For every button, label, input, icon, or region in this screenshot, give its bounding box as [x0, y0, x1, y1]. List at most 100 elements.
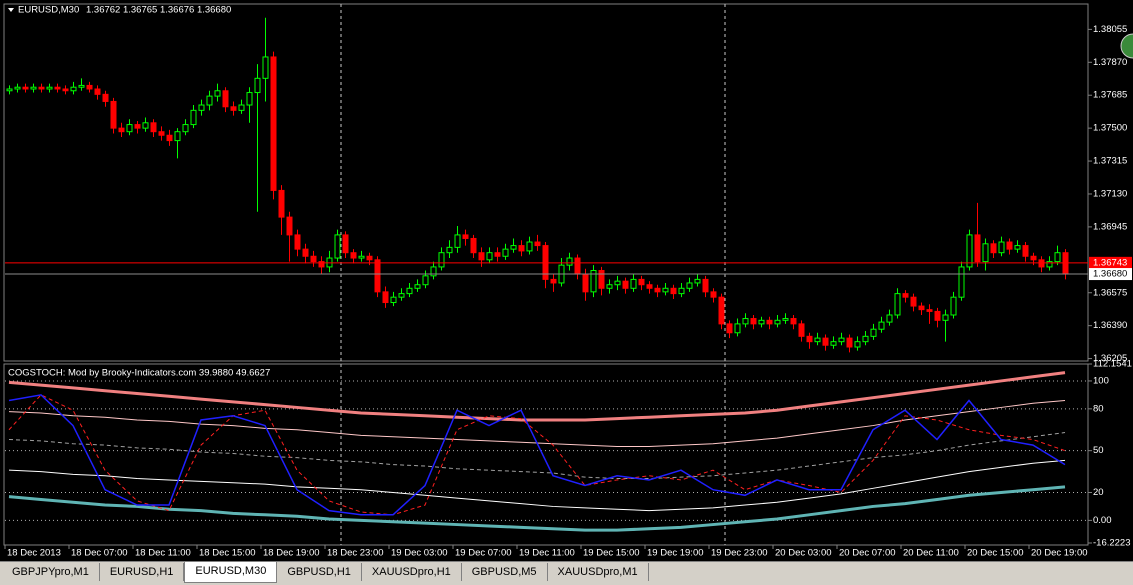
- y-tick-label: 1.37130: [1093, 188, 1127, 199]
- candle-body: [614, 280, 621, 286]
- x-tick-label: 18 Dec 2013: [7, 548, 61, 559]
- candle-body: [414, 284, 421, 289]
- candle-body: [846, 337, 853, 348]
- candle-body: [942, 314, 949, 321]
- candle-body: [390, 296, 397, 304]
- candle-body: [310, 255, 317, 263]
- indicator-line: [8, 394, 1066, 516]
- x-tick-label: 19 Dec 15:00: [583, 548, 640, 559]
- candle-body: [726, 323, 733, 334]
- x-tick-label: 18 Dec 15:00: [199, 548, 256, 559]
- chart-tab[interactable]: XAUUSDpro,M1: [548, 563, 649, 581]
- candle-body: [798, 323, 805, 337]
- menu-arrow[interactable]: [8, 8, 14, 12]
- candle-body: [254, 77, 261, 94]
- candle-body: [630, 278, 637, 289]
- candle-body: [110, 100, 117, 129]
- chart-tab[interactable]: GBPUSD,H1: [277, 563, 362, 581]
- candle-body: [1030, 255, 1037, 261]
- y-tick-label: 1.38055: [1093, 24, 1127, 35]
- candle-body: [438, 252, 445, 268]
- candle-body: [582, 273, 589, 293]
- candle-body: [654, 287, 661, 293]
- candle-body: [142, 122, 149, 129]
- candle-body: [198, 104, 205, 111]
- candle-body: [622, 280, 629, 289]
- candle-body: [806, 335, 813, 343]
- candle-body: [246, 92, 253, 106]
- candle-body: [926, 309, 933, 312]
- candle-body: [710, 291, 717, 298]
- candle-body: [374, 259, 381, 293]
- x-tick-label: 20 Dec 11:00: [903, 548, 959, 559]
- y-tick-label: 0.00: [1093, 515, 1112, 526]
- candle-body: [478, 252, 485, 261]
- candle-body: [550, 278, 557, 284]
- y-tick-label: 1.37685: [1093, 90, 1127, 101]
- x-tick-label: 20 Dec 19:00: [1031, 548, 1088, 559]
- candle-body: [902, 293, 909, 298]
- chart-tab[interactable]: GBPUSD,M5: [462, 563, 548, 581]
- candle-body: [182, 124, 189, 133]
- candle-body: [102, 93, 109, 102]
- candle-body: [430, 266, 437, 277]
- candle-body: [94, 88, 101, 95]
- y-tick-label: 1.37500: [1093, 123, 1127, 134]
- candle-body: [910, 296, 917, 307]
- candle-body: [294, 234, 301, 250]
- candle-body: [598, 269, 605, 289]
- candle-body: [990, 243, 997, 254]
- candle-body: [54, 86, 61, 90]
- candle-body: [1046, 261, 1053, 268]
- candle-body: [118, 127, 125, 133]
- candle-body: [230, 106, 237, 111]
- chart-tab[interactable]: XAUUSDpro,H1: [362, 563, 462, 581]
- status-indicator: [1120, 33, 1133, 59]
- candle-body: [166, 134, 173, 142]
- candle-body: [190, 109, 197, 126]
- y-tick-label: -16.2223: [1093, 538, 1131, 549]
- candle-body: [878, 321, 885, 330]
- x-tick-label: 18 Dec 11:00: [135, 548, 191, 559]
- candle-body: [790, 318, 797, 325]
- y-tick-label: 1.36575: [1093, 287, 1127, 298]
- candle-body: [350, 252, 357, 259]
- candle-body: [574, 257, 581, 275]
- chart-tab[interactable]: EURUSD,H1: [100, 563, 185, 581]
- candle-body: [286, 216, 293, 236]
- indicator-line: [8, 485, 1066, 532]
- candle-body: [702, 278, 709, 293]
- price-label: 1.36743: [1093, 257, 1127, 268]
- indicator-layer: 112.1541 100 80 50 20 0.00 -16.2223 18 Dec 2013…: [4, 359, 1132, 559]
- indicator-line: [8, 459, 1066, 512]
- candle-body: [318, 261, 325, 268]
- candle-body: [158, 131, 165, 136]
- candle-body: [662, 287, 669, 293]
- x-tick-label: 20 Dec 07:00: [839, 548, 896, 559]
- candle-body: [830, 341, 837, 346]
- candle-body: [646, 284, 653, 289]
- candle-body: [334, 234, 341, 259]
- price-label-bg: [1089, 268, 1132, 281]
- x-tick-label: 19 Dec 07:00: [455, 548, 512, 559]
- candle-body: [30, 86, 37, 90]
- candle-body: [278, 189, 285, 218]
- candle-body: [1022, 245, 1029, 257]
- candle-body: [534, 241, 541, 247]
- chart-tab[interactable]: GBPJPYpro,M1: [2, 563, 100, 581]
- candle-body: [446, 246, 453, 254]
- y-tick-label: 1.36205: [1093, 353, 1127, 364]
- chart-tab[interactable]: EURUSD,M30: [184, 562, 278, 583]
- candle-body: [774, 319, 781, 325]
- candle-body: [462, 234, 469, 239]
- candle-body: [854, 341, 861, 348]
- y-tick-label: 80: [1093, 403, 1104, 414]
- candle-body: [886, 314, 893, 323]
- tab-bar: GBPJPYpro,M1 EURUSD,H1 EURUSD,M30 GBPUSD,H1…: [0, 561, 1133, 585]
- price-label: 1.36680: [1093, 269, 1127, 280]
- x-tick-label: 19 Dec 03:00: [391, 548, 448, 559]
- candle-body: [78, 84, 85, 88]
- candle-body: [206, 95, 213, 106]
- candle-body: [750, 318, 757, 325]
